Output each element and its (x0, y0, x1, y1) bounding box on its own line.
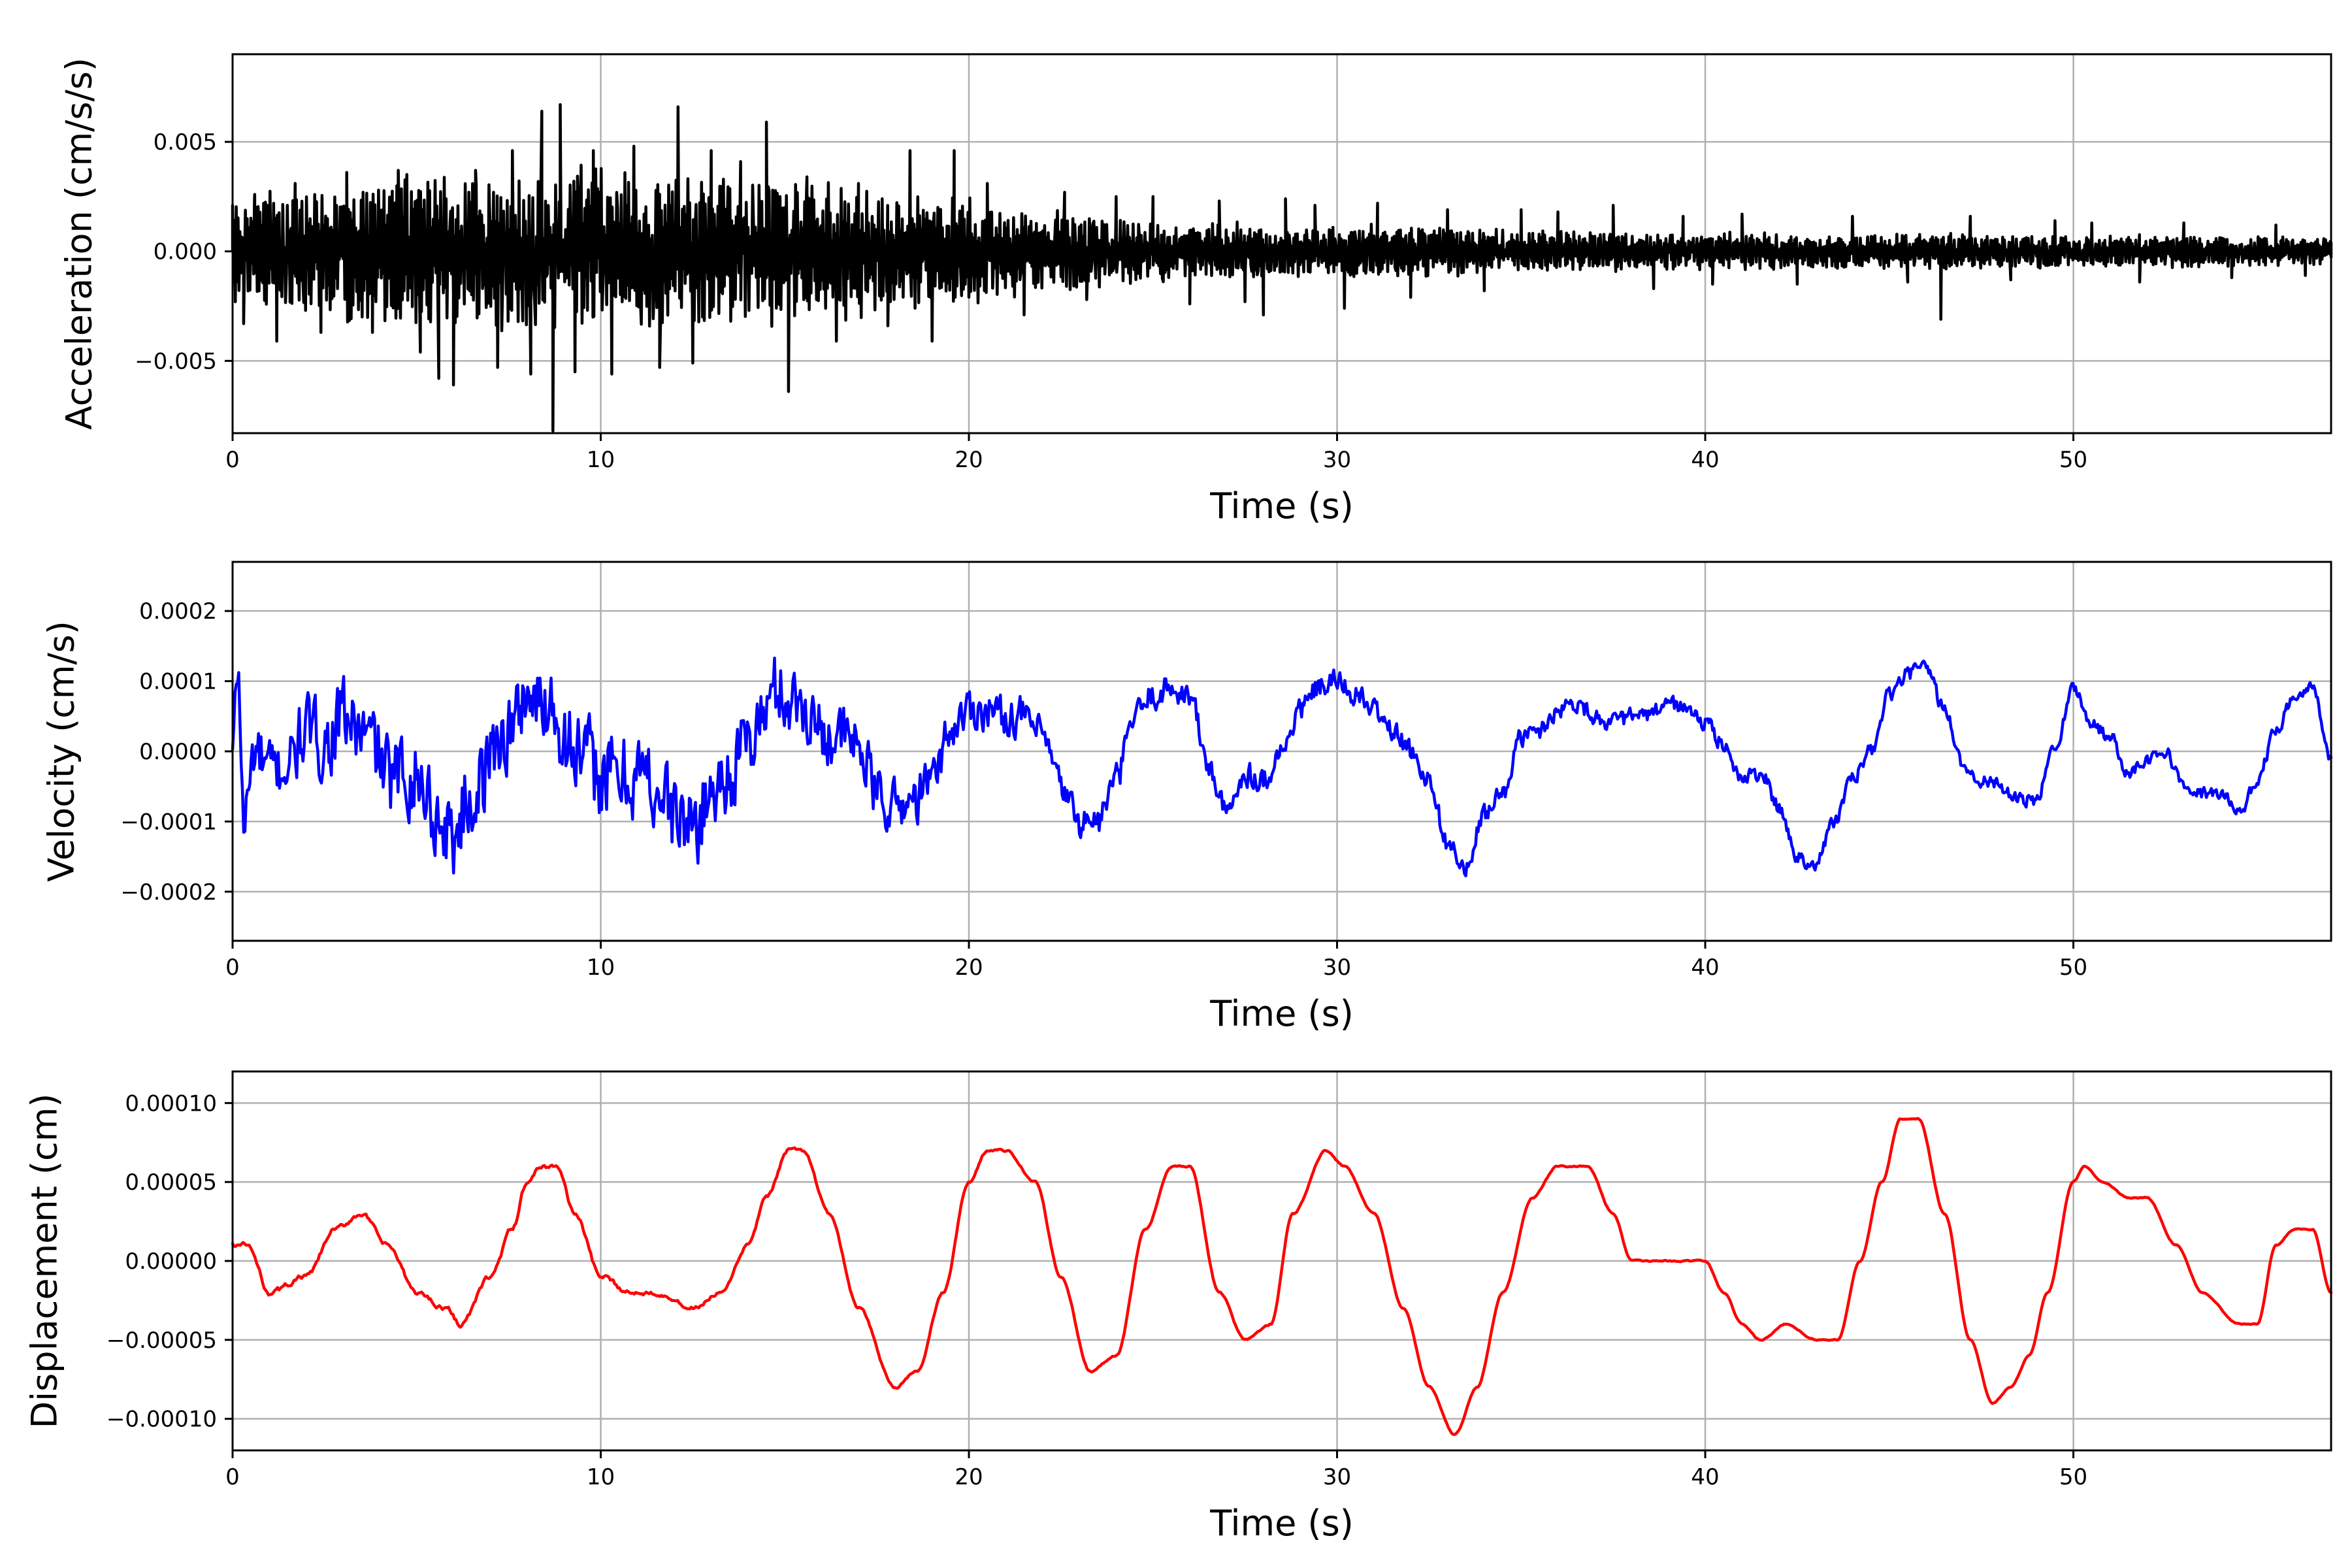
displacement-y-tick-label: −0.00010 (106, 1407, 217, 1433)
velocity-x-tick-label: 0 (225, 955, 240, 981)
velocity-series-line (231, 657, 2333, 877)
velocity-x-tick-label: 20 (955, 955, 983, 981)
acceleration-axes-frame (231, 53, 2332, 434)
acceleration-y-axis-label: Acceleration (cm/s/s) (59, 57, 100, 430)
displacement-x-tick-label: 0 (225, 1464, 240, 1490)
velocity-x-tick-label: 40 (1691, 955, 1719, 981)
velocity-y-tick-label: 0.0002 (139, 598, 217, 625)
acceleration-x-tick-label: 50 (2059, 447, 2087, 473)
displacement-y-tick-label: 0.00005 (125, 1169, 217, 1196)
velocity-y-tick-label: 0.0000 (139, 739, 217, 765)
displacement-y-tick-label: 0.00000 (125, 1249, 217, 1275)
acceleration-x-tick-label: 30 (1323, 447, 1351, 473)
acceleration-x-tick-label: 20 (955, 447, 983, 473)
displacement-y-axis-label: Displacement (cm) (24, 1094, 65, 1429)
velocity-panel: 0 10 20 30 40 50 −0.0002 −0.0001 0.0000 0.0001 0.0… (41, 561, 2333, 1034)
velocity-x-axis-label: Time (s) (1209, 993, 1354, 1034)
velocity-ticks: 0 10 20 30 40 50 −0.0002 −0.0001 0.0000 0.0001 0.0… (121, 598, 2088, 981)
displacement-x-tick-label: 40 (1691, 1464, 1719, 1490)
acceleration-y-tick-label: −0.005 (135, 348, 217, 374)
acceleration-series-line (231, 103, 2333, 433)
acceleration-panel: 0 10 20 30 40 50 −0.005 0.000 0.005 Time (s) Acc… (59, 53, 2333, 527)
displacement-x-tick-label: 30 (1323, 1464, 1351, 1490)
displacement-x-tick-label: 10 (587, 1464, 615, 1490)
displacement-axes-frame (231, 1070, 2332, 1452)
velocity-y-tick-label: −0.0002 (121, 879, 217, 906)
acceleration-y-tick-label: 0.005 (154, 129, 217, 155)
displacement-panel: 0 10 20 30 40 50 −0.00010 −0.00005 0.00000 0.0000… (24, 1070, 2333, 1544)
displacement-grid (231, 1071, 2331, 1450)
displacement-ticks: 0 10 20 30 40 50 −0.00010 −0.00005 0.00000 0.0000… (106, 1090, 2087, 1490)
displacement-y-tick-label: 0.00010 (125, 1090, 217, 1117)
acceleration-ticks: 0 10 20 30 40 50 −0.005 0.000 0.005 (135, 129, 2087, 473)
velocity-y-tick-label: −0.0001 (121, 809, 217, 835)
displacement-series-line (231, 1117, 2333, 1436)
acceleration-x-axis-label: Time (s) (1209, 485, 1354, 527)
acceleration-x-tick-label: 10 (587, 447, 615, 473)
displacement-y-tick-label: −0.00005 (106, 1328, 217, 1354)
acceleration-y-tick-label: 0.000 (154, 239, 217, 265)
displacement-x-axis-label: Time (s) (1209, 1503, 1354, 1544)
velocity-axes-frame (231, 561, 2332, 942)
acceleration-x-tick-label: 0 (225, 447, 240, 473)
acceleration-x-tick-label: 40 (1691, 447, 1719, 473)
velocity-y-axis-label: Velocity (cm/s) (41, 621, 82, 882)
displacement-x-tick-label: 20 (955, 1464, 983, 1490)
velocity-x-tick-label: 50 (2059, 955, 2087, 981)
velocity-y-tick-label: 0.0001 (139, 669, 217, 695)
velocity-x-tick-label: 10 (587, 955, 615, 981)
displacement-x-tick-label: 50 (2059, 1464, 2087, 1490)
velocity-x-tick-label: 30 (1323, 955, 1351, 981)
